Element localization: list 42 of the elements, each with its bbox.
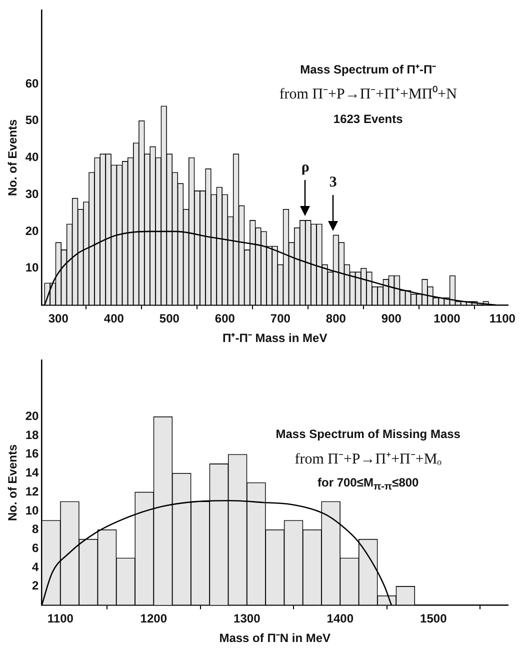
y-tick-label: 4 [32,560,40,574]
y-tick-label: 12 [25,484,40,498]
y-tick-label: 18 [25,428,40,442]
y-tick-label: 8 [32,522,40,536]
x-tick-label: 800 [326,312,346,326]
text: from Π⁻+P→Π⁻+Π⁺+MΠ⁰+N [279,84,457,104]
y-tick-label: 50 [25,113,40,128]
x-tick-label: 1300 [234,612,261,626]
y-tick-label: 20 [25,224,40,238]
y-tick-label: 6 [32,540,40,555]
annotation: for 700≤M$_{π-π}$≤800 [318,474,419,492]
text: Mass Spectrum of Π⁺-Π⁻ [300,62,436,78]
x-axis-title: Mass of Π⁻N in MeV [219,631,331,646]
y-tick-label: 10 [25,260,40,275]
x-tick-label: 400 [104,312,124,326]
y-tick-label: 20 [25,409,40,424]
y-tick-label: 16 [25,446,40,461]
y-axis-title: No. of Events [6,444,20,522]
x-tick-label: 500 [159,312,180,326]
y-tick-label: 2 [32,578,40,593]
x-tick-label: 900 [381,312,402,326]
annotation: 1623 Events [333,112,403,126]
text: Mass Spectrum of Missing Mass [276,426,460,441]
x-tick-label: 1500 [420,612,448,626]
text: from Π⁻+P→Π⁺+Π⁻+Mₒ [294,450,442,468]
x-axis-title: Π⁺-Π⁻ Mass in MeV [222,331,328,346]
x-tick-label: 300 [48,312,69,326]
y-axis-title: No. of Events [6,119,20,196]
x-tick-label: 600 [214,312,236,326]
x-tick-label: 1200 [140,612,168,626]
x-tick-label: 1100 [489,312,516,326]
y-tick-label: 30 [25,186,40,201]
x-tick-label: 1000 [434,312,461,326]
annotation: 3 [329,174,337,192]
x-tick-label: 1400 [326,612,354,626]
annotation: ρ [301,160,310,177]
y-tick-label: 60 [25,76,40,90]
y-tick-label: 10 [25,503,40,518]
x-tick-label: 1100 [47,612,74,626]
y-tick-label: 40 [25,150,40,164]
x-tick-label: 700 [270,312,291,326]
y-tick-label: 14 [25,466,40,480]
